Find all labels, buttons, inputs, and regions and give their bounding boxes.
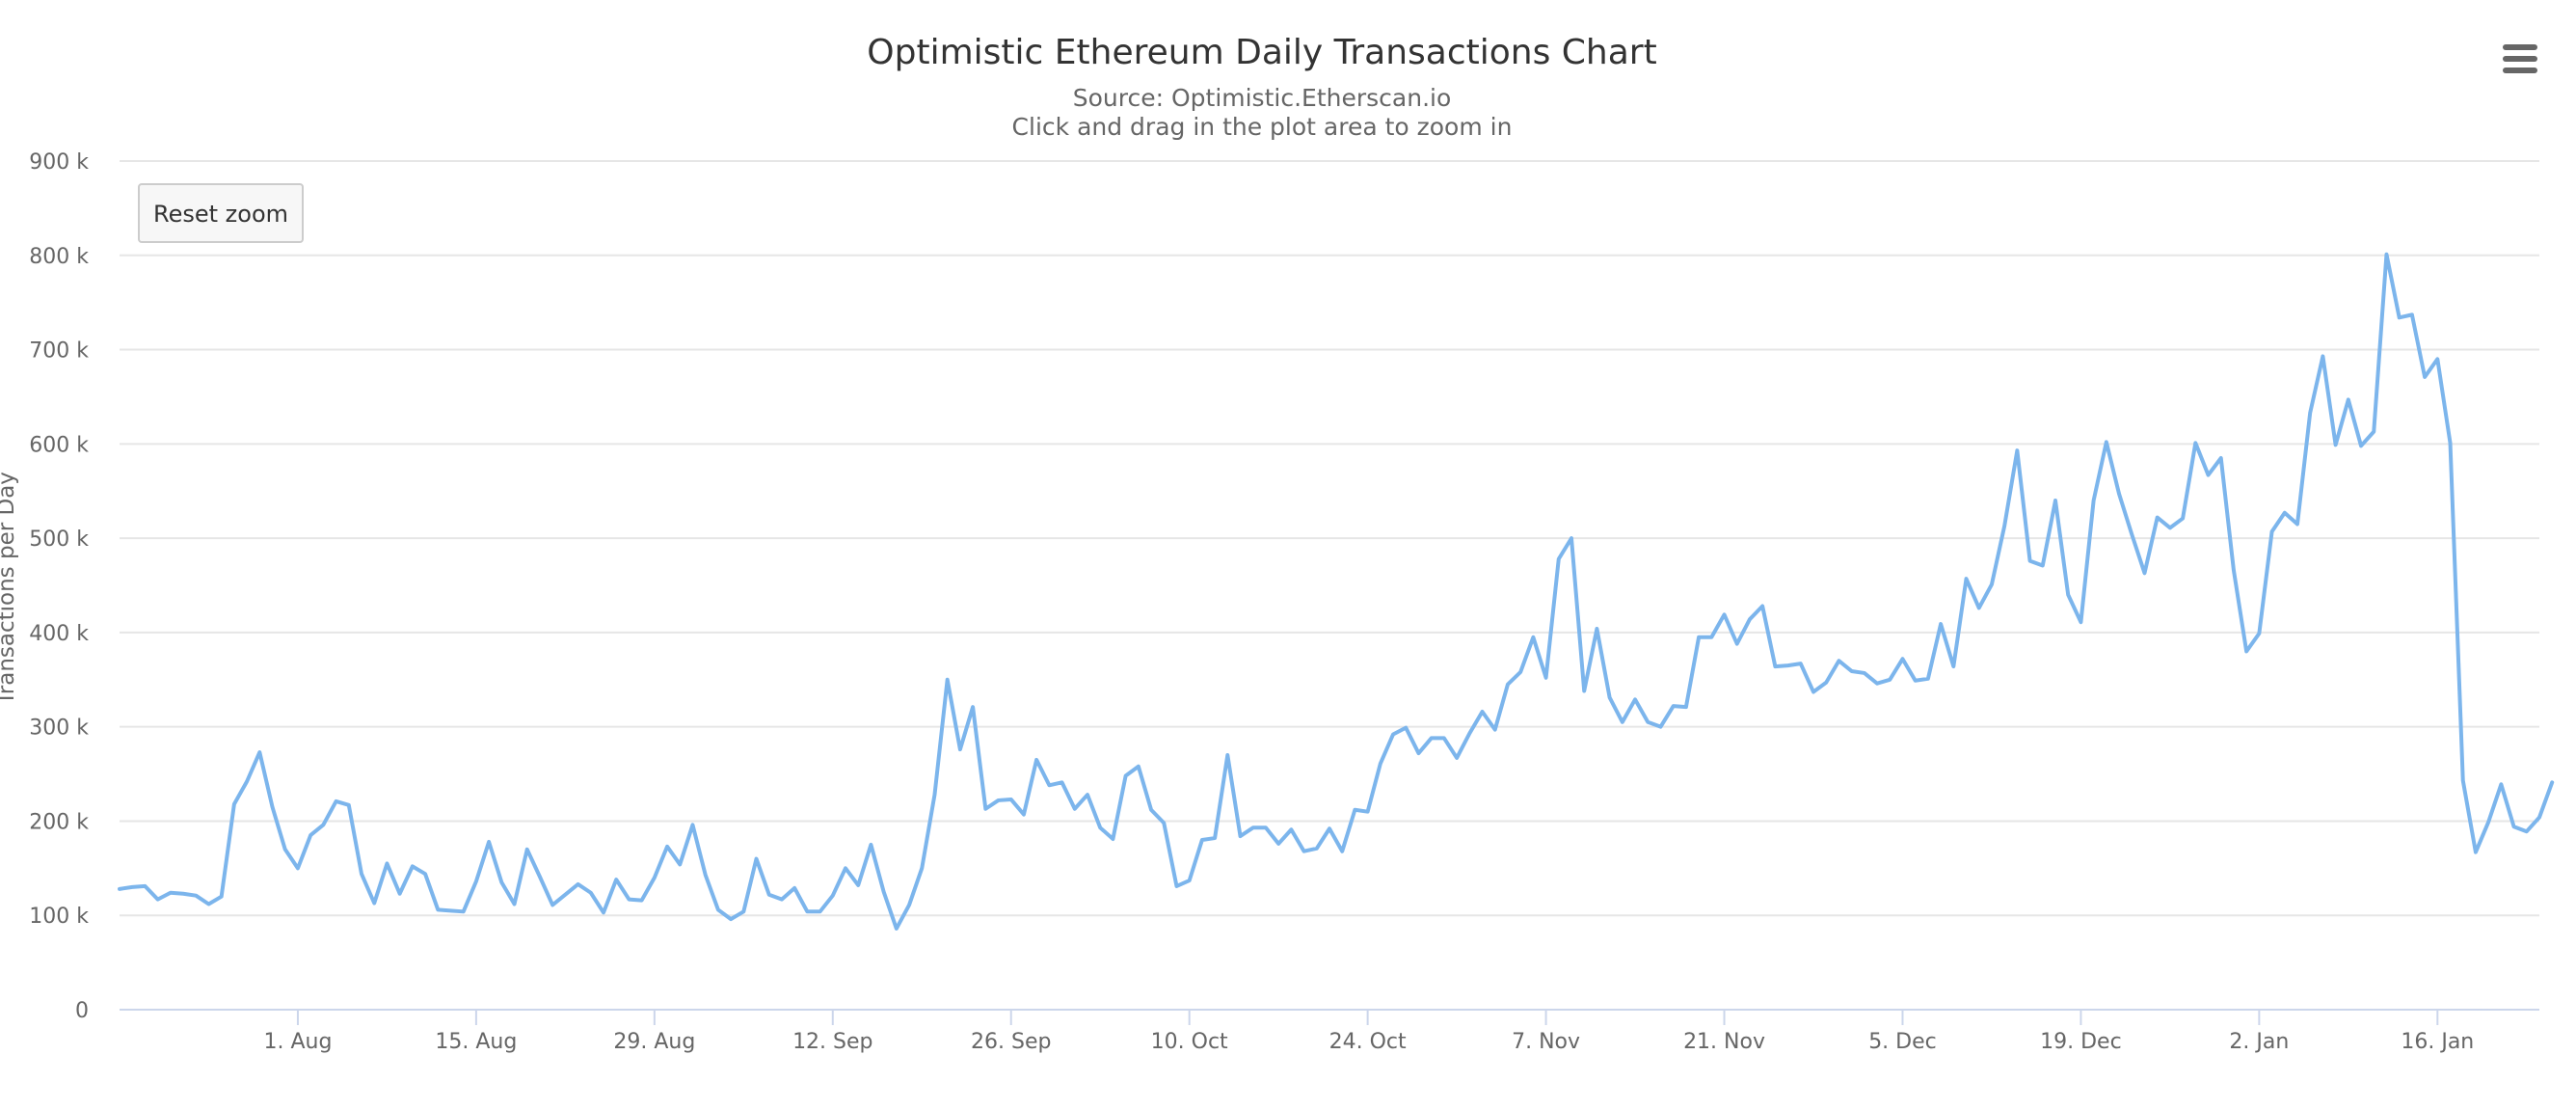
x-axis-labels: 1. Aug 15. Aug 29. Aug 12. Sep 26. Sep 10. Oc…	[263, 1010, 2474, 1054]
x-tick-label: 26. Sep	[971, 1030, 1051, 1054]
x-tick-label: 2. Jan	[2229, 1030, 2289, 1054]
reset-zoom-button-bg	[138, 183, 304, 243]
hamburger-menu-icon[interactable]	[2499, 35, 2561, 85]
y-axis-labels: 0 100 k 200 k 300 k 400 k 500 k 600 k 700 k 800 …	[29, 150, 89, 1023]
y-tick-label: 800 k	[29, 245, 89, 269]
x-tick-label: 15. Aug	[435, 1030, 517, 1054]
y-tick-label: 0	[75, 999, 89, 1023]
reset-zoom-button[interactable]: Reset zoom	[138, 183, 304, 243]
y-tick-label: 600 k	[29, 433, 89, 457]
series-line	[118, 252, 2555, 931]
y-tick-label: 200 k	[29, 810, 89, 834]
chart-subtitle-hint: Click and drag in the plot area to zoom …	[1012, 113, 1513, 141]
x-tick-label: 16. Jan	[2401, 1030, 2474, 1054]
x-tick-label: 7. Nov	[1512, 1030, 1580, 1054]
reset-zoom-label: Reset zoom	[153, 201, 288, 228]
menu-bar-2	[2503, 56, 2537, 62]
chart-title: Optimistic Ethereum Daily Transactions C…	[867, 33, 1656, 72]
y-tick-label: 500 k	[29, 527, 89, 552]
x-tick-label: 12. Sep	[792, 1030, 872, 1054]
menu-bar-1	[2503, 44, 2537, 50]
x-tick-label: 29. Aug	[613, 1030, 695, 1054]
menu-bar-3	[2503, 68, 2537, 73]
x-tick-label: 24. Oct	[1329, 1030, 1407, 1054]
x-tick-label: 21. Nov	[1683, 1030, 1765, 1054]
x-tick-label: 10. Oct	[1151, 1030, 1228, 1054]
y-tick-label: 400 k	[29, 622, 89, 646]
y-tick-label: 700 k	[29, 339, 89, 364]
y-tick-label: 100 k	[29, 905, 89, 929]
grid-lines	[120, 160, 2539, 917]
chart-subtitle-source: Source: Optimistic.Etherscan.io	[1073, 84, 1452, 112]
x-tick-label: 1. Aug	[263, 1030, 332, 1054]
x-tick-label: 5. Dec	[1868, 1030, 1937, 1054]
x-tick-label: 19. Dec	[2040, 1030, 2122, 1054]
y-axis-title: Transactions per Day	[0, 472, 19, 706]
y-tick-label: 900 k	[29, 150, 89, 175]
y-tick-label: 300 k	[29, 717, 89, 741]
series-group	[118, 252, 2555, 931]
